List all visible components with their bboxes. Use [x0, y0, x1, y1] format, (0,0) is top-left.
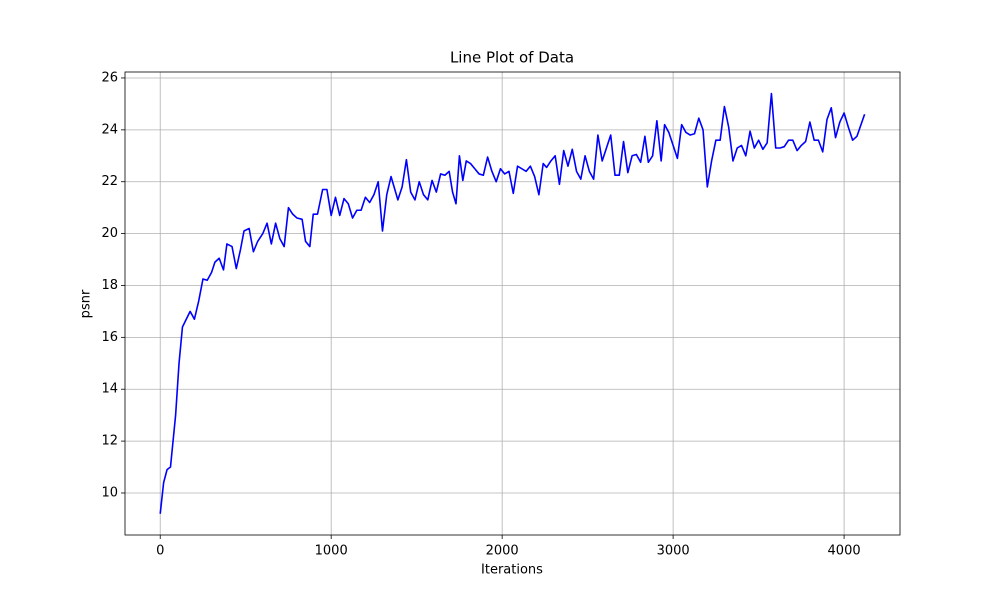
x-tick-label: 2000: [486, 544, 519, 559]
y-tick-label: 18: [101, 278, 118, 293]
x-tick-label: 1000: [315, 544, 348, 559]
x-tick-label: 3000: [657, 544, 690, 559]
y-tick-label: 22: [101, 174, 118, 189]
y-tick-label: 12: [101, 434, 118, 449]
x-tick-label: 4000: [828, 544, 861, 559]
y-tick-label: 24: [101, 122, 118, 137]
y-tick-label: 20: [101, 226, 118, 241]
y-tick-label: 16: [101, 330, 118, 345]
y-axis-label: psnr: [79, 289, 94, 318]
y-tick-label: 10: [101, 485, 118, 500]
chart-title: Line Plot of Data: [450, 49, 574, 67]
data-line: [159, 92, 866, 514]
plot-frame: [124, 71, 901, 536]
y-tick-label: 26: [101, 70, 118, 85]
x-tick-label: 0: [156, 544, 164, 559]
x-axis-label: Iterations: [481, 563, 543, 578]
y-tick-label: 14: [101, 382, 118, 397]
